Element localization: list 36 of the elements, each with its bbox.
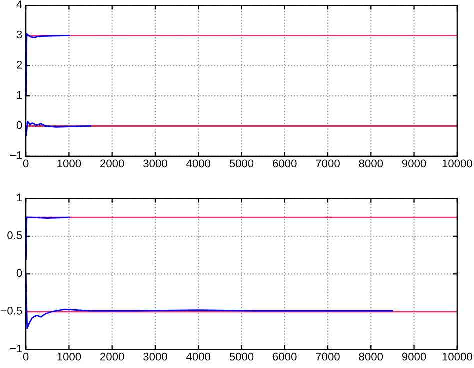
y-tick-label: 2: [17, 61, 22, 69]
x-tick-label: 9000: [402, 352, 426, 361]
line-series: [26, 273, 394, 330]
x-tick-label: 8000: [359, 352, 384, 361]
line-series: [26, 121, 92, 136]
x-tick-label: 7000: [316, 352, 340, 361]
y-tick-label: 1: [17, 91, 22, 99]
y-tick-label: −0.5: [1, 306, 22, 315]
y-tick-label: −1: [10, 152, 22, 160]
line-series: [26, 34, 70, 97]
x-tick-label: 0: [23, 352, 29, 361]
x-tick-label: 7000: [316, 160, 340, 168]
y-tick-label: 0.5: [8, 232, 22, 240]
x-tick-label: 5000: [230, 160, 254, 168]
y-tick-label: 0: [16, 269, 22, 278]
y-tick-label: 3: [16, 30, 22, 39]
x-tick-label: 3000: [144, 352, 168, 361]
y-tick-label: −1: [10, 344, 22, 352]
x-tick-label: 2000: [100, 352, 124, 361]
y-tick-label: 1: [17, 194, 22, 202]
x-tick-label: 4000: [186, 352, 211, 361]
x-tick-label: 6000: [273, 160, 297, 168]
x-tick-label: 10000: [442, 160, 472, 168]
x-tick-label: 6000: [273, 352, 297, 361]
x-tick-label: 2000: [100, 160, 124, 168]
x-tick-label: 10000: [442, 352, 472, 361]
y-tick-label: 4: [16, 0, 22, 8]
x-tick-label: 3000: [144, 160, 168, 168]
y-tick-label: 0: [16, 121, 22, 130]
x-tick-label: 9000: [402, 160, 426, 168]
x-tick-label: 1000: [58, 160, 82, 168]
x-tick-label: 4000: [186, 160, 211, 168]
x-tick-label: 5000: [230, 352, 254, 361]
x-tick-label: 1000: [58, 352, 82, 361]
x-tick-label: 0: [23, 160, 29, 168]
x-tick-label: 8000: [359, 160, 384, 168]
